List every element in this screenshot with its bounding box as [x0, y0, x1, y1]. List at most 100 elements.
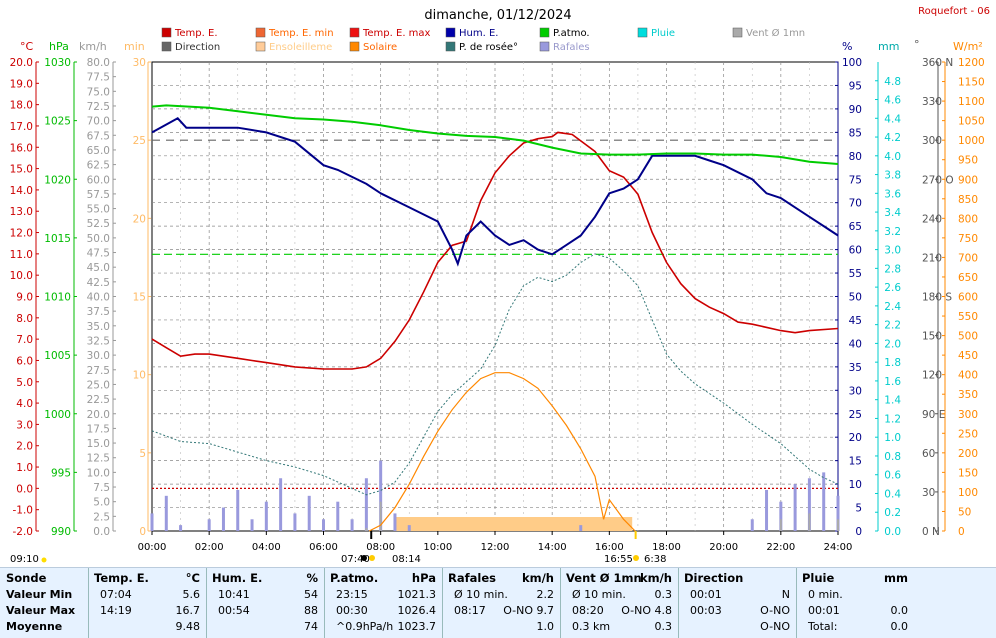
dir-tick-label: 240 — [922, 213, 942, 225]
x-tick-label: 08:00 — [366, 542, 395, 553]
hum-tick-label: 60 — [849, 245, 862, 257]
temp-tick-label: 1.0 — [16, 462, 33, 474]
dir-tick-label: 180 S — [922, 292, 952, 304]
dir-tick-label: 210 — [922, 252, 942, 264]
legend-label: Hum. E. — [459, 28, 498, 39]
summary-column: Rafales km/h Ø 10 min. 2.2 08:17 O-NO 9.7 1.0 — [442, 568, 561, 638]
legend-label: P. de rosée° — [459, 41, 518, 53]
series-line — [151, 253, 839, 496]
wind-tick-label: 20.0 — [87, 409, 110, 421]
hum-tick-label: 100 — [842, 57, 862, 69]
rain-tick-label: 3.0 — [884, 245, 901, 257]
legend-swatch — [445, 41, 456, 52]
summary-cell-value: 88 — [304, 604, 318, 617]
summary-col-title: Rafales — [448, 571, 496, 585]
hum-tick-label: 20 — [849, 432, 862, 444]
moon-time: 09:10 — [10, 554, 39, 565]
hum-tick-label: 5 — [855, 503, 862, 515]
temp-tick-label: 10.0 — [10, 270, 33, 282]
legend-swatch — [445, 27, 456, 38]
summary-cell-time: 23:15 — [336, 588, 368, 601]
sun-tick-label: 0 — [139, 526, 146, 538]
rain-tick-label: 0.0 — [884, 526, 901, 538]
solar-tick-label: 100 — [958, 487, 978, 499]
sun-tick-label: 10 — [133, 370, 146, 382]
summary-cell-value: 9.48 — [175, 620, 201, 633]
x-tick-label: 16:00 — [595, 542, 624, 553]
summary-cell-value: 54 — [304, 588, 318, 601]
summary-table: Sonde Valeur Min Valeur Max Moyenne Temp… — [0, 567, 996, 638]
sun-icon — [369, 555, 375, 561]
solar-tick-label: 50 — [958, 506, 971, 518]
summary-cell-time: 07:04 — [100, 588, 132, 601]
rain-tick-label: 2.0 — [884, 338, 901, 350]
summary-col-unit: % — [306, 571, 318, 585]
series-line — [151, 117, 839, 267]
summary-cell-value: 0.3 — [654, 620, 673, 633]
solar-tick-label: 600 — [958, 292, 978, 304]
legend-label: Direction — [175, 42, 220, 53]
press-tick-label: 1020 — [44, 174, 71, 186]
press-tick-label: 990 — [51, 526, 71, 538]
hum-tick-label: 50 — [849, 292, 862, 304]
press-tick-label: 1010 — [44, 292, 71, 304]
legend-swatch — [349, 41, 360, 52]
solar-tick-label: 900 — [958, 174, 978, 186]
wind-tick-label: 15.0 — [87, 438, 110, 450]
summary-col-unit: km/h — [639, 571, 672, 585]
x-tick-label: 18:00 — [652, 542, 681, 553]
solar-tick-label: 1100 — [958, 96, 985, 108]
rain-tick-label: 1.8 — [884, 357, 901, 369]
summary-column: P.atmo. hPa 23:15 1021.3 00:30 1026.4 ^0.9hPa/… — [324, 568, 443, 638]
x-tick-label: 10:00 — [423, 542, 452, 553]
wind-tick-label: 40.0 — [87, 292, 110, 304]
legend-swatch — [539, 41, 550, 52]
summary-col-title: Pluie — [802, 571, 835, 585]
summary-cell-value: 0.0 — [890, 620, 909, 633]
dir-tick-label: 90 E — [922, 409, 945, 421]
legend-swatch — [732, 27, 743, 38]
summary-column: Pluie mm 0 min. 00:01 0.0 Total: 0.0 — [796, 568, 914, 638]
summary-cell-time: 00:01 — [690, 588, 722, 601]
sunset-time: 16:55 — [604, 554, 633, 565]
hum-tick-label: 30 — [849, 385, 862, 397]
solar-tick-label: 300 — [958, 409, 978, 421]
solar-tick-label: 350 — [958, 389, 978, 401]
temp-tick-label: 2.0 — [16, 441, 33, 453]
station-name: Roquefort - 06 — [918, 6, 990, 17]
rain-tick-label: 2.8 — [884, 263, 901, 275]
hum-tick-label: 25 — [849, 409, 862, 421]
summary-column: Temp. E. °C 07:04 5.6 14:19 16.7 9.48 — [88, 568, 207, 638]
row-label-mean: Moyenne — [6, 620, 63, 633]
sun-tick-label: 30 — [133, 57, 146, 69]
summary-cell-time: 08:17 — [454, 604, 486, 617]
legend-swatch — [539, 27, 550, 38]
temp-tick-label: 19.0 — [10, 78, 33, 90]
legend-label: Temp. E. min — [268, 28, 334, 39]
legend-label: Temp. E. — [174, 28, 218, 39]
solar-tick-label: 250 — [958, 428, 978, 440]
weather-chart: dimanche, 01/12/2024 Roquefort - 06 Temp. … — [10, 6, 990, 565]
summary-cell-value: 1026.4 — [397, 604, 437, 617]
wind-tick-label: 47.5 — [87, 248, 110, 260]
rain-tick-label: 0.6 — [884, 470, 901, 482]
wind-tick-label: 37.5 — [87, 306, 110, 318]
wind-tick-label: 75.0 — [87, 86, 110, 98]
hum-tick-label: 55 — [849, 268, 862, 280]
rain-tick-label: 2.2 — [884, 320, 901, 332]
rain-tick-label: 1.2 — [884, 413, 901, 425]
legend-swatch — [255, 27, 266, 38]
temp-tick-label: -1.0 — [13, 505, 34, 517]
summary-cell-time: 00:30 — [336, 604, 368, 617]
press-tick-label: 1005 — [44, 350, 71, 362]
summary-cell-value: O-NO 4.8 — [621, 604, 672, 617]
hum-tick-label: 90 — [849, 104, 862, 116]
hum-tick-label: 70 — [849, 198, 862, 210]
wind-tick-label: 77.5 — [87, 72, 110, 84]
temp-tick-label: 17.0 — [10, 121, 33, 133]
summary-cell-value: 1.0 — [536, 620, 555, 633]
wind-tick-label: 12.5 — [87, 453, 110, 465]
summary-cell-time: 00:01 — [808, 604, 840, 617]
summary-cell-value: 16.7 — [175, 604, 201, 617]
solar-tick-label: 950 — [958, 155, 978, 167]
